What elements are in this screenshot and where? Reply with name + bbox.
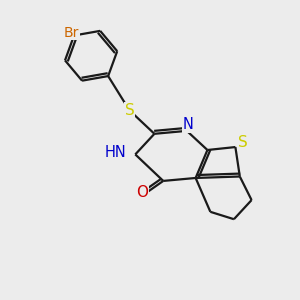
Text: HN: HN [105, 146, 126, 160]
Text: S: S [124, 103, 134, 118]
Text: Br: Br [63, 26, 79, 40]
Text: N: N [183, 118, 194, 133]
Text: S: S [238, 135, 247, 150]
Text: O: O [136, 185, 148, 200]
